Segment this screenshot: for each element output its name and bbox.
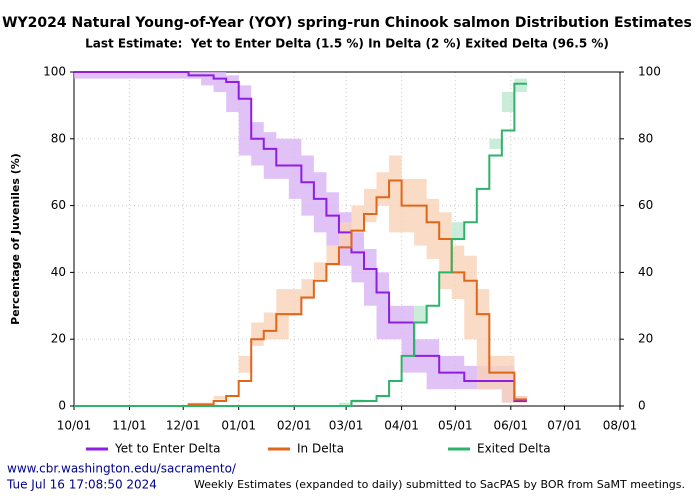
y-tick-label: 60 [51, 198, 66, 212]
series-line [74, 71, 527, 402]
x-tick-label: 03/01 [329, 419, 364, 433]
y-axis-label: Percentage of Juveniles (%) [9, 153, 22, 325]
y-tick-label: 20 [51, 332, 66, 346]
x-tick-label: 11/01 [112, 419, 147, 433]
confidence-band [74, 155, 527, 406]
x-tick-label: 07/01 [547, 419, 582, 433]
y2-tick-label: 80 [638, 131, 653, 145]
x-tick-label: 06/01 [494, 419, 529, 433]
y2-tick-label: 40 [638, 265, 653, 279]
chart-subtitle: Last Estimate: Yet to Enter Delta (1.5 %… [85, 37, 609, 51]
chart-title: WY2024 Natural Young-of-Year (YOY) sprin… [2, 15, 692, 31]
legend-label: Yet to Enter Delta [114, 442, 221, 456]
y-tick-label: 40 [51, 265, 66, 279]
series-line [74, 179, 527, 407]
x-tick-label: 02/01 [277, 419, 312, 433]
legend-label: In Delta [297, 442, 344, 456]
footer-url: www.cbr.washington.edu/sacramento/ [7, 462, 237, 476]
confidence-band [74, 72, 527, 403]
y-tick-label: 0 [58, 399, 66, 413]
y2-tick-label: 0 [638, 399, 646, 413]
y-tick-label: 100 [43, 65, 66, 79]
footer-timestamp: Tue Jul 16 17:08:50 2024 [6, 478, 157, 492]
legend-label: Exited Delta [477, 442, 551, 456]
y2-tick-label: 100 [638, 65, 661, 79]
x-tick-label: 12/01 [166, 419, 201, 433]
x-tick-label: 01/01 [221, 419, 256, 433]
series-line [74, 82, 527, 407]
x-tick-label: 08/01 [603, 419, 638, 433]
x-tick-label: 10/01 [57, 419, 92, 433]
x-tick-label: 05/01 [438, 419, 473, 433]
y2-tick-label: 60 [638, 198, 653, 212]
x-tick-label: 04/01 [384, 419, 419, 433]
y-tick-label: 80 [51, 131, 66, 145]
y2-tick-label: 20 [638, 332, 653, 346]
footer-note: Weekly Estimates (expanded to daily) sub… [194, 478, 685, 491]
